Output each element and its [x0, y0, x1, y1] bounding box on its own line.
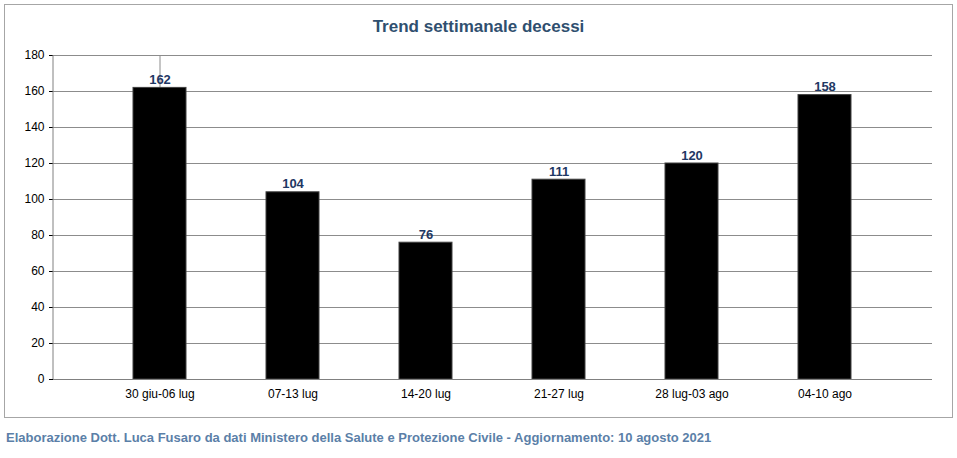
svg-text:60: 60 — [31, 264, 45, 278]
svg-text:160: 160 — [24, 84, 44, 98]
svg-text:80: 80 — [31, 228, 45, 242]
svg-text:158: 158 — [814, 79, 836, 94]
svg-text:162: 162 — [149, 72, 171, 87]
svg-text:120: 120 — [24, 156, 44, 170]
html-text:Trend settimanale decessi: Trend settimanale decessi — [372, 17, 585, 36]
svg-text:20: 20 — [31, 336, 45, 350]
svg-text:180: 180 — [24, 48, 44, 62]
svg-text:76: 76 — [419, 227, 433, 242]
svg-text:04-10 ago: 04-10 ago — [798, 387, 852, 401]
svg-text:104: 104 — [282, 176, 304, 191]
svg-text:21-27 lug: 21-27 lug — [534, 387, 584, 401]
svg-text:40: 40 — [31, 300, 45, 314]
svg-text:100: 100 — [24, 192, 44, 206]
svg-text:14-20 lug: 14-20 lug — [401, 387, 451, 401]
svg-text:0: 0 — [38, 372, 45, 386]
svg-text:111: 111 — [549, 164, 569, 179]
html-text:Elaborazione Dott. Luca Fusaro: Elaborazione Dott. Luca Fusaro da dati M… — [6, 430, 712, 445]
svg-text:120: 120 — [681, 148, 703, 163]
svg-text:30 giu-06 lug: 30 giu-06 lug — [125, 387, 194, 401]
svg-text:07-13 lug: 07-13 lug — [268, 387, 318, 401]
svg-text:140: 140 — [24, 120, 44, 134]
svg-text:28 lug-03 ago: 28 lug-03 ago — [655, 387, 729, 401]
